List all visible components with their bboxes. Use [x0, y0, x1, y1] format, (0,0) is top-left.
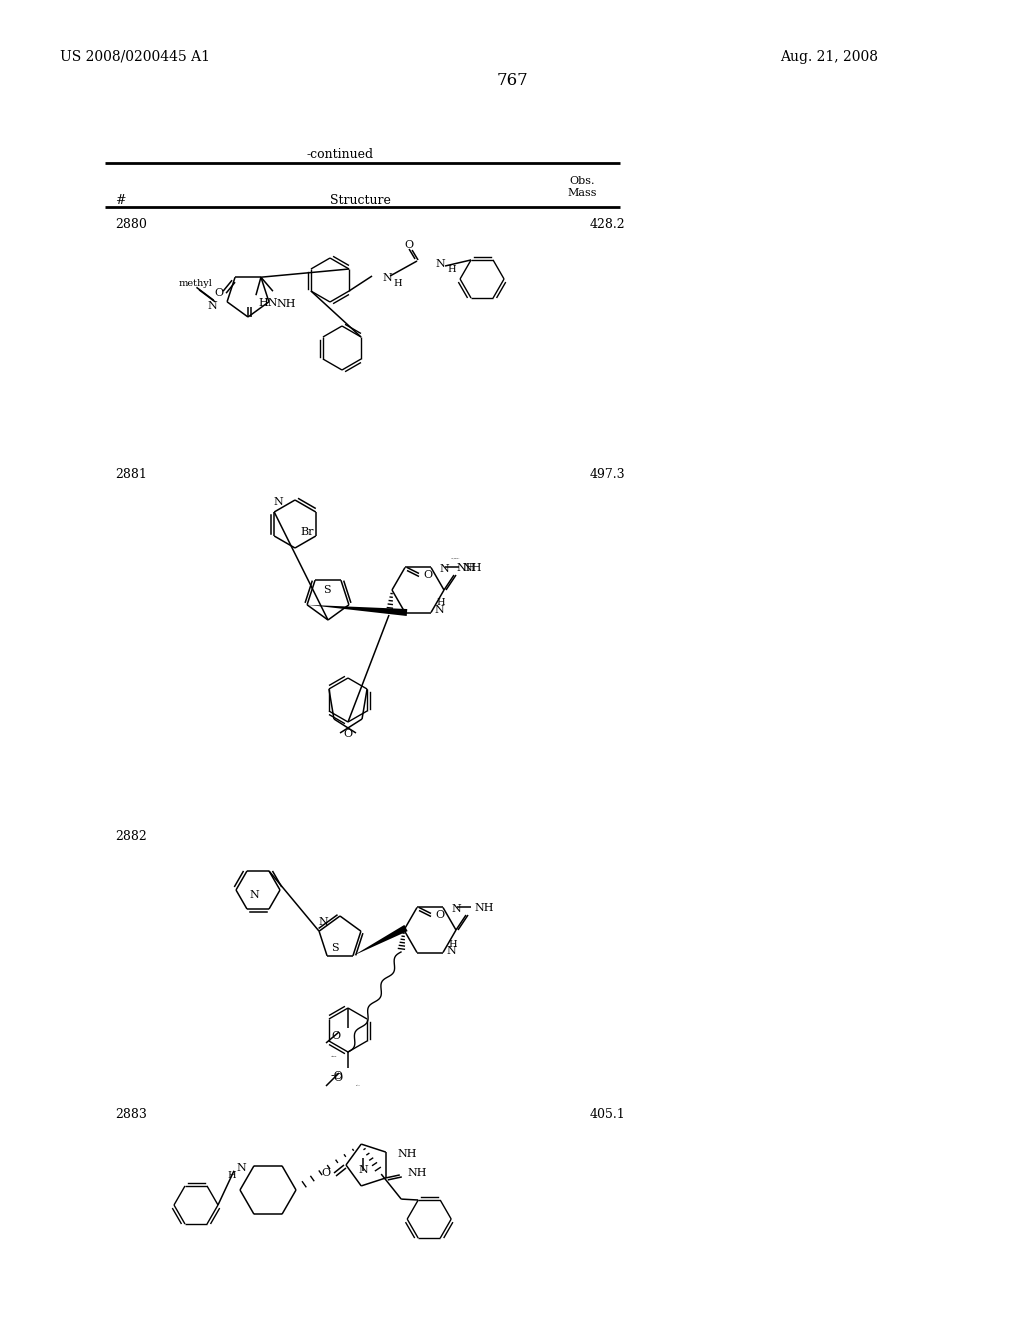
- Text: O: O: [423, 570, 432, 581]
- Text: O: O: [331, 1031, 340, 1041]
- Text: O: O: [214, 288, 223, 298]
- Text: N: N: [358, 1166, 368, 1175]
- Text: H: H: [227, 1171, 236, 1180]
- Text: N: N: [439, 565, 449, 574]
- Text: US 2008/0200445 A1: US 2008/0200445 A1: [60, 50, 210, 63]
- Text: 2880: 2880: [115, 218, 146, 231]
- Text: N: N: [237, 1163, 246, 1172]
- Text: O: O: [321, 1168, 330, 1177]
- Text: NH: NH: [456, 564, 475, 573]
- Text: N: N: [382, 273, 392, 282]
- Text: Structure: Structure: [330, 194, 390, 207]
- Text: N: N: [207, 301, 217, 310]
- Text: 767: 767: [496, 73, 528, 88]
- Text: -O: -O: [330, 1071, 343, 1081]
- Text: Br: Br: [300, 527, 313, 537]
- Text: 428.2: 428.2: [590, 218, 626, 231]
- Text: N: N: [273, 498, 283, 507]
- Text: Obs.: Obs.: [569, 176, 595, 186]
- Text: 2881: 2881: [115, 469, 146, 480]
- Text: 2882: 2882: [115, 830, 146, 843]
- Polygon shape: [307, 605, 408, 616]
- Text: NH: NH: [276, 298, 296, 309]
- Text: 2883: 2883: [115, 1107, 146, 1121]
- Text: Aug. 21, 2008: Aug. 21, 2008: [780, 50, 878, 63]
- Text: NH: NH: [474, 903, 494, 913]
- Text: H: H: [393, 280, 401, 289]
- Text: N: N: [446, 945, 456, 956]
- Text: #: #: [115, 194, 126, 207]
- Text: 497.3: 497.3: [590, 469, 626, 480]
- Text: H: H: [449, 940, 457, 949]
- Text: O: O: [343, 729, 352, 739]
- Text: N: N: [451, 904, 461, 915]
- Text: O: O: [404, 240, 414, 249]
- Text: O: O: [334, 1073, 343, 1082]
- Text: S: S: [331, 942, 339, 953]
- Text: N: N: [435, 259, 444, 269]
- Text: -continued: -continued: [306, 148, 374, 161]
- Text: -methoxy: -methoxy: [331, 1055, 337, 1057]
- Text: S: S: [324, 585, 331, 595]
- Text: N: N: [434, 605, 443, 615]
- Text: IMN_marker: IMN_marker: [452, 557, 461, 558]
- Text: methyl: methyl: [178, 280, 212, 288]
- Text: N: N: [249, 890, 259, 900]
- Text: NH: NH: [462, 564, 481, 573]
- Text: H: H: [436, 598, 444, 607]
- Text: methyl: methyl: [355, 1084, 360, 1086]
- Text: O: O: [435, 911, 444, 920]
- Text: 405.1: 405.1: [590, 1107, 626, 1121]
- Polygon shape: [353, 925, 408, 956]
- Text: H: H: [447, 264, 456, 273]
- Text: NH: NH: [397, 1150, 418, 1159]
- Text: Mass: Mass: [567, 187, 597, 198]
- Text: N: N: [318, 917, 328, 927]
- Text: NH: NH: [408, 1168, 427, 1177]
- Text: HN: HN: [258, 298, 278, 308]
